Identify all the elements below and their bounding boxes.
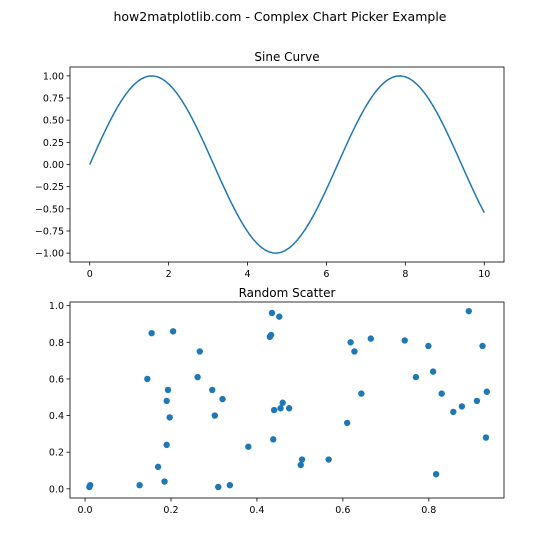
scatter-point[interactable]	[450, 408, 457, 416]
scatter-point[interactable]	[465, 307, 472, 315]
random-scatter-title: Random Scatter	[239, 286, 336, 300]
scatter-point[interactable]	[438, 390, 445, 397]
y-tick-label: 0.75	[43, 94, 64, 105]
scatter-point[interactable]	[429, 368, 437, 375]
scatter-point[interactable]	[226, 481, 234, 489]
y-tick-label: 0.2	[49, 448, 64, 459]
y-tick-label: −0.50	[35, 204, 64, 215]
scatter-point[interactable]	[161, 478, 168, 485]
scatter-point[interactable]	[136, 481, 143, 489]
scatter-point[interactable]	[351, 348, 358, 355]
scatter-point[interactable]	[325, 456, 332, 463]
scatter-point[interactable]	[358, 390, 365, 397]
scatter-point[interactable]	[298, 456, 306, 463]
x-tick-label: 0	[87, 269, 93, 280]
scatter-point[interactable]	[194, 373, 201, 381]
scatter-point[interactable]	[412, 373, 420, 381]
scatter-point[interactable]	[219, 395, 226, 403]
scatter-point[interactable]	[164, 386, 172, 394]
scatter-point[interactable]	[163, 397, 170, 405]
scatter-point[interactable]	[267, 331, 275, 339]
x-tick-label: 0.8	[421, 505, 436, 516]
scatter-point[interactable]	[276, 313, 283, 320]
y-tick-label: 0.50	[43, 116, 64, 127]
scatter-point[interactable]	[270, 406, 278, 414]
scatter-point[interactable]	[169, 328, 177, 335]
figure-title: how2matplotlib.com - Complex Chart Picke…	[113, 9, 446, 24]
axes-frame	[69, 66, 505, 263]
y-tick-label: −0.25	[35, 182, 64, 193]
scatter-point[interactable]	[479, 342, 486, 350]
scatter-point[interactable]	[277, 405, 284, 412]
sine-series-line[interactable]	[89, 75, 485, 254]
y-tick-label: 0.8	[49, 338, 64, 349]
scatter-point[interactable]	[285, 405, 293, 412]
scatter-point[interactable]	[211, 412, 219, 419]
x-tick-label: 6	[323, 269, 329, 280]
scatter-point[interactable]	[196, 348, 203, 355]
x-tick-label: 10	[478, 269, 490, 280]
scatter-point[interactable]	[425, 342, 432, 350]
scatter-point[interactable]	[209, 386, 216, 394]
x-tick-label: 0.0	[77, 505, 92, 516]
scatter-point[interactable]	[144, 375, 151, 383]
scatter-point[interactable]	[458, 403, 466, 410]
sine-curve-axes: Sine Curve −1.00 −0.75 −0.50 −0.25 0.00 0.25 0…	[35, 50, 505, 280]
scatter-point[interactable]	[268, 309, 276, 317]
x-tick-label: 0.2	[163, 505, 178, 516]
scatter-point[interactable]	[86, 481, 94, 489]
y-tick-label: 0.6	[49, 374, 64, 385]
scatter-point[interactable]	[163, 441, 170, 449]
scatter-point[interactable]	[245, 443, 252, 450]
scatter-point[interactable]	[367, 335, 374, 342]
y-tick-label: −1.00	[35, 249, 64, 260]
y-tick-label: −0.75	[35, 226, 64, 237]
scatter-point[interactable]	[473, 397, 481, 405]
scatter-point[interactable]	[148, 329, 155, 337]
scatter-point[interactable]	[297, 461, 304, 469]
y-tick-label: 0.0	[49, 484, 64, 495]
scatter-point[interactable]	[483, 388, 491, 395]
scatter-point[interactable]	[432, 470, 440, 478]
x-tick-label: 8	[402, 269, 408, 280]
y-tick-label: 0.25	[43, 138, 64, 149]
random-scatter-axes: Random Scatter 0.0 0.2 0.4 0.6 0.8 1.0 0.0 0.2 0…	[49, 286, 505, 516]
scatter-point[interactable]	[166, 414, 173, 421]
scatter-point[interactable]	[343, 419, 351, 427]
x-tick-label: 0.4	[249, 505, 264, 516]
y-tick-label: 0.4	[49, 411, 64, 422]
scatter-point[interactable]	[270, 436, 277, 443]
scatter-point[interactable]	[215, 483, 222, 491]
sine-curve-title: Sine Curve	[254, 50, 319, 64]
scatter-point[interactable]	[482, 434, 490, 441]
axes-frame	[69, 301, 505, 499]
y-tick-label: 1.00	[43, 71, 64, 82]
x-tick-label: 2	[166, 269, 172, 280]
scatter-point[interactable]	[279, 399, 286, 406]
scatter-point[interactable]	[347, 339, 354, 346]
x-tick-label: 4	[245, 269, 251, 280]
scatter-point[interactable]	[154, 463, 162, 471]
y-tick-label: 1.0	[49, 301, 64, 312]
y-tick-label: 0.00	[43, 160, 64, 171]
scatter-point[interactable]	[401, 337, 408, 344]
x-tick-label: 0.6	[335, 505, 350, 516]
